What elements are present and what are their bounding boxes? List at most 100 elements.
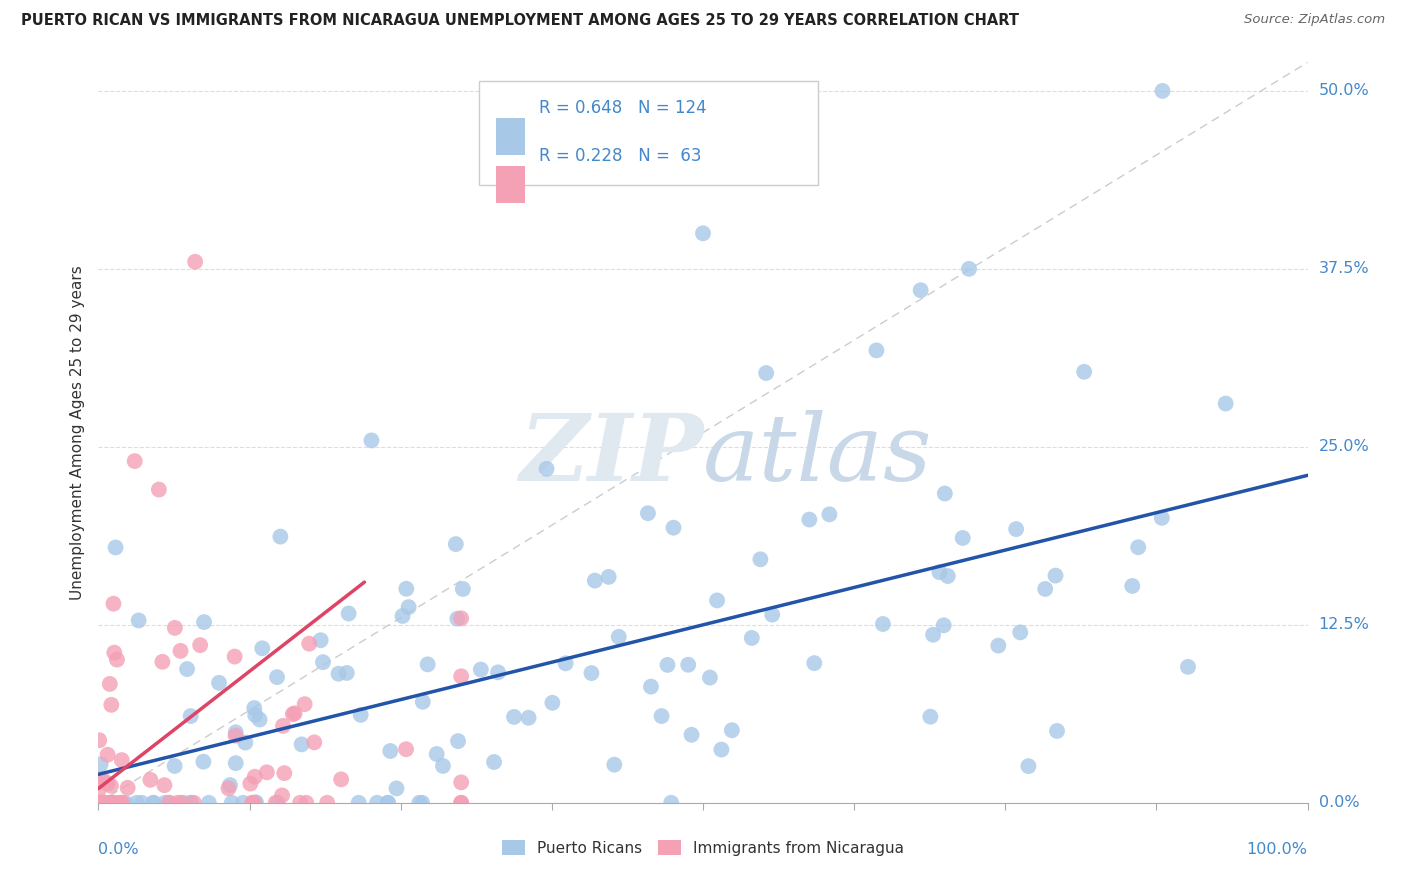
Point <box>208 676 231 690</box>
Text: 50.0%: 50.0% <box>1319 84 1369 98</box>
Point <box>91 796 114 810</box>
Point <box>517 711 540 725</box>
Point <box>681 728 703 742</box>
Point <box>245 708 267 723</box>
Point <box>295 796 318 810</box>
Point <box>284 706 307 721</box>
Point <box>398 600 420 615</box>
Point <box>450 796 472 810</box>
Point <box>264 796 287 810</box>
Point <box>451 582 474 596</box>
Point <box>152 655 174 669</box>
Point <box>583 574 606 588</box>
Point <box>245 795 267 809</box>
Point <box>1177 660 1199 674</box>
Point <box>170 796 193 810</box>
Point <box>252 641 274 656</box>
Point <box>957 261 980 276</box>
Point <box>291 738 314 752</box>
Point <box>184 254 207 268</box>
Point <box>139 772 162 787</box>
Point <box>288 796 311 810</box>
Point <box>89 733 111 747</box>
Point <box>910 283 932 297</box>
Point <box>598 570 620 584</box>
Point <box>432 759 454 773</box>
Point <box>128 614 150 628</box>
Point <box>541 696 564 710</box>
Point <box>163 621 186 635</box>
Text: 25.0%: 25.0% <box>1319 440 1369 454</box>
Point <box>692 227 714 241</box>
Point <box>101 796 124 810</box>
Point <box>395 582 418 596</box>
Point <box>90 796 112 810</box>
Point <box>219 778 242 792</box>
Point <box>1046 723 1069 738</box>
Point <box>240 796 263 810</box>
Point <box>89 796 111 810</box>
Point <box>163 759 186 773</box>
Point <box>142 796 165 810</box>
Point <box>166 796 188 810</box>
Point <box>426 747 449 761</box>
Point <box>193 615 215 629</box>
Point <box>330 772 353 787</box>
Point <box>304 735 326 749</box>
Point <box>554 657 576 671</box>
FancyBboxPatch shape <box>479 81 818 185</box>
Point <box>366 796 388 810</box>
Point <box>225 756 247 771</box>
Point <box>1010 625 1032 640</box>
Point <box>350 707 373 722</box>
Point <box>98 677 121 691</box>
Point <box>408 796 430 810</box>
Point <box>157 796 180 810</box>
Point <box>111 753 134 767</box>
Point <box>328 666 350 681</box>
Point <box>271 719 294 733</box>
Point <box>100 698 122 712</box>
Point <box>197 796 219 810</box>
Point <box>865 343 887 358</box>
Point <box>316 796 339 810</box>
Point <box>385 781 408 796</box>
Point <box>153 796 176 810</box>
Point <box>93 773 115 788</box>
Point <box>110 796 132 810</box>
Point <box>87 796 110 810</box>
Point <box>470 663 492 677</box>
Point <box>987 639 1010 653</box>
Point <box>91 796 114 810</box>
Y-axis label: Unemployment Among Ages 25 to 29 years: Unemployment Among Ages 25 to 29 years <box>69 265 84 600</box>
Point <box>117 780 139 795</box>
Point <box>721 723 744 738</box>
Text: atlas: atlas <box>703 409 932 500</box>
Point <box>225 729 247 743</box>
Point <box>94 796 117 810</box>
Point <box>1215 396 1237 410</box>
FancyBboxPatch shape <box>496 118 526 155</box>
Point <box>450 775 472 789</box>
Point <box>640 680 662 694</box>
Point <box>89 772 111 786</box>
Point <box>486 665 509 680</box>
Point <box>97 747 120 762</box>
Point <box>1073 365 1095 379</box>
Point <box>232 796 254 810</box>
Point <box>309 633 332 648</box>
Point <box>104 541 127 555</box>
Point <box>659 796 682 810</box>
Point <box>169 644 191 658</box>
Point <box>416 657 439 672</box>
Point <box>243 701 266 715</box>
Point <box>90 757 112 772</box>
Point <box>273 766 295 780</box>
Point <box>111 796 134 810</box>
Point <box>347 796 370 810</box>
Point <box>183 796 205 810</box>
Point <box>761 607 783 622</box>
Point <box>105 652 128 666</box>
FancyBboxPatch shape <box>496 166 526 203</box>
Point <box>1128 541 1150 555</box>
